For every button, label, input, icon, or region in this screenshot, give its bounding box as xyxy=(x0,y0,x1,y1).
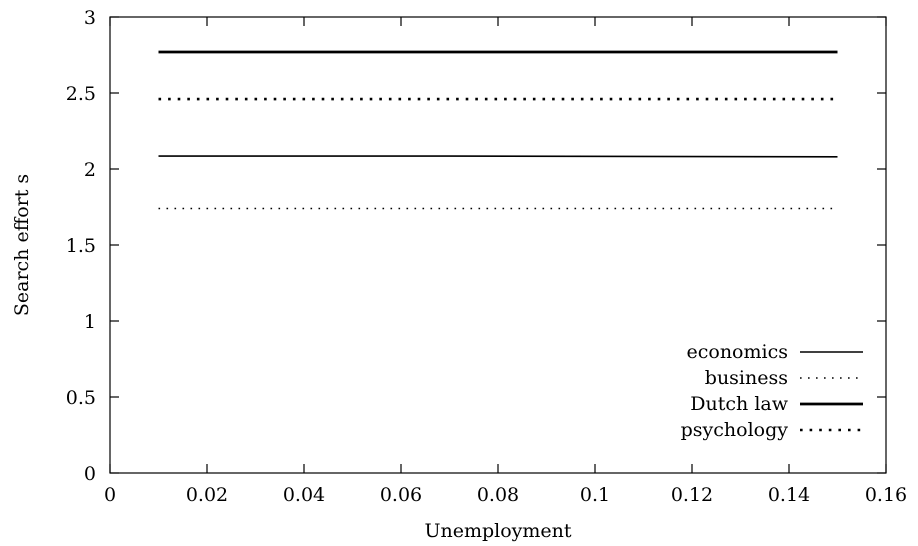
legend-label: business xyxy=(705,367,788,389)
x-tick-label: 0.16 xyxy=(865,484,907,506)
x-tick-label: 0.08 xyxy=(477,484,519,506)
x-tick-label: 0.02 xyxy=(186,484,228,506)
x-tick-label: 0 xyxy=(104,484,116,506)
y-axis-label: Search effort s xyxy=(11,174,33,316)
y-tick-label: 2.5 xyxy=(66,83,96,105)
legend-label: psychology xyxy=(681,419,789,441)
x-tick-label: 0.06 xyxy=(380,484,422,506)
legend-label: economics xyxy=(687,341,789,363)
axis-ticks: 0 0.02 0.04 0.06 0.08 0.1 0.12 0.14 0.16 0 0.5 1 1.5… xyxy=(66,7,907,506)
y-tick-label: 0 xyxy=(84,463,96,485)
y-tick-label: 3 xyxy=(84,7,96,29)
x-tick-label: 0.12 xyxy=(671,484,713,506)
y-tick-label: 2 xyxy=(84,159,96,181)
y-tick-label: 1.5 xyxy=(66,235,96,257)
legend-label: Dutch law xyxy=(690,393,788,415)
x-axis-label: Unemployment xyxy=(424,520,571,542)
y-tick-label: 0.5 xyxy=(66,387,96,409)
y-tick-label: 1 xyxy=(84,311,96,333)
x-tick-label: 0.14 xyxy=(768,484,810,506)
series-line-economics xyxy=(158,155,838,158)
legend: economics business Dutch law psychology xyxy=(681,341,863,441)
series-lines xyxy=(158,50,838,210)
x-tick-label: 0.1 xyxy=(580,484,610,506)
x-tick-label: 0.04 xyxy=(283,484,325,506)
